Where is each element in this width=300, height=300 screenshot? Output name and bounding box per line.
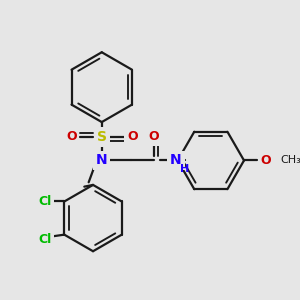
Text: O: O xyxy=(149,130,159,143)
Text: N: N xyxy=(170,154,182,167)
Text: O: O xyxy=(127,130,138,143)
Text: H: H xyxy=(180,164,189,174)
Text: O: O xyxy=(260,154,271,167)
Text: CH₃: CH₃ xyxy=(281,155,300,166)
Text: S: S xyxy=(97,130,107,144)
Text: N: N xyxy=(96,154,108,167)
Text: O: O xyxy=(66,130,76,143)
Text: Cl: Cl xyxy=(38,195,52,208)
Text: Cl: Cl xyxy=(38,232,52,245)
